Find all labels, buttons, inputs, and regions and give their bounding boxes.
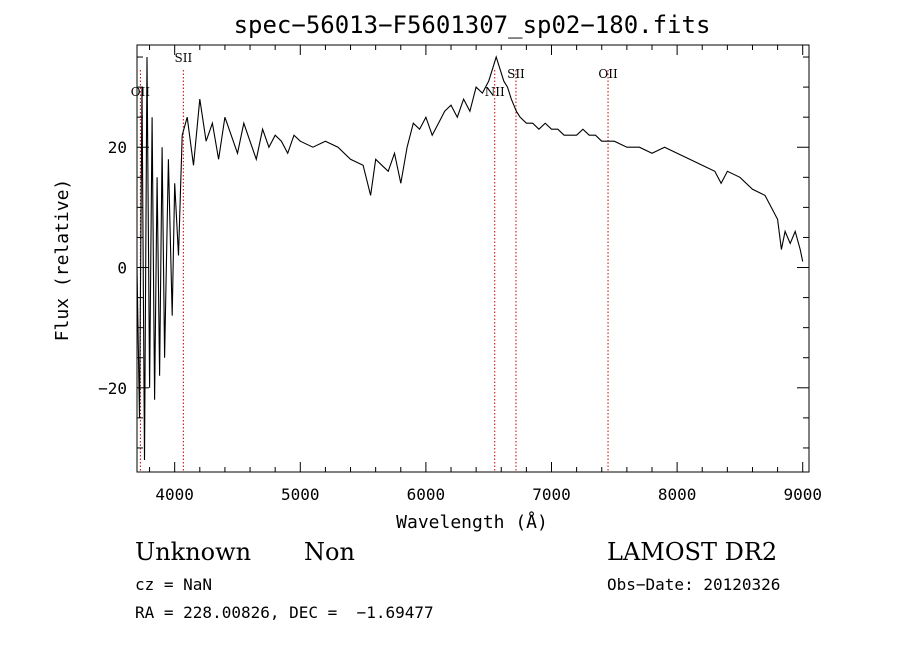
x-axis-label: Wavelength (Å) xyxy=(396,511,548,533)
y-tick-label-2: 20 xyxy=(108,138,127,157)
spectrum-series-line xyxy=(136,55,804,461)
y-axis-label: Flux (relative) xyxy=(52,179,73,342)
observation-date: Obs−Date: 20120326 xyxy=(607,575,781,594)
y-axis: −20 0 20 xyxy=(98,56,809,449)
survey-name: LAMOST DR2 xyxy=(607,538,778,566)
marker-label-1: SII xyxy=(174,51,192,65)
x-tick-label-0: 4000 xyxy=(155,485,194,504)
x-tick-label-5: 9000 xyxy=(783,485,822,504)
redshift-readout: cz = NaN xyxy=(135,575,213,594)
y-tick-label-0: −20 xyxy=(98,379,127,398)
object-class: Unknown xyxy=(135,538,252,566)
marker-label-0: OII xyxy=(131,85,151,99)
x-tick-label-3: 7000 xyxy=(532,485,571,504)
marker-label-3: SII xyxy=(507,67,525,81)
x-tick-label-1: 5000 xyxy=(281,485,320,504)
object-subclass: Non xyxy=(304,538,355,566)
x-axis: 4000 5000 6000 7000 8000 9000 xyxy=(149,45,822,504)
spectrum-chart: spec−56013−F5601307_sp02−180.fits OII SII… xyxy=(52,11,822,533)
y-tick-label-1: 0 xyxy=(117,259,127,278)
marker-label-4: OII xyxy=(598,67,618,81)
x-tick-label-4: 8000 xyxy=(658,485,697,504)
marker-label-2: NII xyxy=(485,85,505,99)
plot-frame xyxy=(136,44,810,473)
x-tick-label-2: 6000 xyxy=(407,485,446,504)
chart-title: spec−56013−F5601307_sp02−180.fits xyxy=(234,11,711,39)
coordinates: RA = 228.00826, DEC = −1.69477 xyxy=(135,603,434,622)
